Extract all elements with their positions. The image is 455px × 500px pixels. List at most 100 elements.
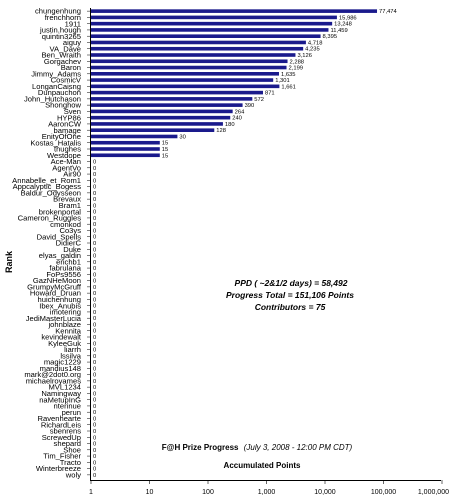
y-category-label: ScrewedUp	[42, 433, 81, 442]
bar-value-label: 0	[93, 460, 96, 466]
y-category-label: HYP86	[57, 113, 81, 122]
bar-value-label: 77,474	[379, 9, 398, 15]
y-category-label: Ibex_Anubis	[39, 301, 81, 310]
bar-value-label: 15,986	[339, 15, 357, 21]
y-category-label: VA_Dave	[49, 44, 81, 53]
y-category-label: cmonkod	[50, 220, 81, 229]
y-category-label: aiguy	[63, 38, 81, 47]
bar-value-label: 0	[93, 216, 96, 222]
y-category-label: John_Hutchason	[24, 94, 81, 103]
y-category-label: Winterbreeze	[36, 464, 81, 473]
bar	[91, 103, 243, 107]
bar-value-label: 0	[93, 272, 96, 278]
y-category-label: Brevaux	[53, 195, 81, 204]
y-category-label: Baron	[61, 63, 81, 72]
y-category-label: lssilva	[60, 351, 81, 360]
bar-value-label: 1,301	[275, 78, 290, 84]
y-category-label: michaelroyames	[26, 376, 81, 385]
x-tick-label: 1,000,000	[418, 489, 449, 496]
bar-value-label: 0	[93, 354, 96, 360]
bar-value-label: 240	[232, 116, 242, 122]
y-axis-title: Rank	[4, 250, 14, 273]
bar-value-label: 0	[93, 310, 96, 316]
y-category-label: David_Spells	[37, 232, 82, 241]
bar-value-label: 1,635	[281, 72, 296, 78]
bar	[91, 53, 296, 57]
bars-layer: 77,47415,98613,24811,4598,3954,7184,2353…	[91, 9, 398, 479]
y-category-label: Kostas_Hatalis	[30, 138, 81, 147]
bar-value-label: 4,718	[308, 40, 323, 46]
bar-value-label: 0	[93, 423, 96, 429]
bar	[91, 46, 304, 51]
y-category-label: perun	[62, 408, 81, 417]
bar	[91, 28, 329, 32]
bar	[91, 15, 337, 20]
y-category-label: justin.hough	[39, 26, 81, 35]
y-category-label: fabrulana	[49, 264, 81, 273]
axes-layer	[90, 8, 441, 481]
bar-value-label: 0	[93, 247, 96, 253]
bar-value-label: 128	[216, 128, 226, 134]
y-category-label: erichb1	[56, 257, 81, 266]
bar-value-label: 180	[225, 122, 235, 128]
y-category-label: KyleeGuk	[48, 339, 81, 348]
bar-value-label: 0	[93, 279, 96, 285]
bar-value-label: 1,661	[281, 84, 296, 90]
bar-value-label: 572	[254, 97, 264, 103]
y-category-label: mark@2dot0.org	[24, 370, 81, 379]
bar	[91, 9, 378, 13]
bar-value-label: 0	[93, 410, 96, 416]
bar-value-label: 264	[235, 109, 245, 115]
y-category-label: Sven	[64, 107, 81, 116]
bar	[91, 59, 288, 64]
bar-value-label: 2,288	[290, 59, 305, 65]
y-category-label: LonganCaisng	[32, 82, 81, 91]
y-category-label: Co3ys	[59, 226, 81, 235]
y-category-label: Shoe	[63, 445, 81, 454]
y-category-label: Baldur_Odysseon	[21, 188, 81, 197]
bar-value-label: 15	[162, 147, 168, 153]
y-category-label: 1911	[65, 19, 81, 28]
y-category-label: frenchhorn	[45, 13, 81, 22]
bar	[91, 128, 215, 132]
x-tick-label: 100,000	[371, 489, 396, 496]
bar-value-label: 0	[93, 373, 96, 379]
y-category-label: imotering	[50, 308, 81, 317]
y-category-label: Ravenhearte	[38, 414, 81, 423]
y-category-label: naMetupInG	[39, 395, 81, 404]
bar-value-label: 8,395	[323, 34, 338, 40]
y-category-label: bamage	[54, 126, 81, 135]
bar-value-label: 0	[93, 348, 96, 354]
bar	[91, 115, 231, 120]
y-category-label: Tim_Fisher	[43, 452, 81, 461]
bar	[91, 78, 274, 82]
bar-value-label: 0	[93, 316, 96, 322]
bar	[91, 34, 321, 38]
bar-value-label: 0	[93, 398, 96, 404]
bar-value-label: 15	[162, 141, 168, 147]
bar-value-label: 0	[93, 304, 96, 310]
y-category-label: Gorgachev	[44, 57, 81, 66]
bar-value-label: 0	[93, 185, 96, 191]
bar	[91, 153, 160, 158]
y-category-label: thughes	[54, 145, 81, 154]
bar	[91, 147, 160, 151]
bar-value-label: 0	[93, 391, 96, 397]
bar-value-label: 0	[93, 266, 96, 272]
bar-value-label: 0	[93, 203, 96, 209]
y-category-label: EnityOfOne	[42, 132, 81, 141]
y-category-label: kevindewalt	[41, 333, 82, 342]
y-category-label: magic1229	[44, 358, 81, 367]
y-category-label: FoPs9556	[46, 270, 81, 279]
y-category-label: Appcalyptic_Bogess	[13, 182, 82, 191]
y-category-label: sbenrens	[50, 427, 81, 436]
chart-subtitle: (July 3, 2008 - 12:00 PM CDT)	[244, 443, 353, 452]
bar-value-label: 11,459	[330, 28, 347, 34]
bar-value-label: 0	[93, 197, 96, 203]
bar-value-label: 30	[179, 134, 185, 140]
bar-value-label: 0	[93, 228, 96, 234]
bar	[91, 90, 263, 95]
y-category-label: Dunpauchon	[38, 88, 81, 97]
y-category-label: Bram1	[59, 201, 81, 210]
bar	[91, 134, 178, 139]
